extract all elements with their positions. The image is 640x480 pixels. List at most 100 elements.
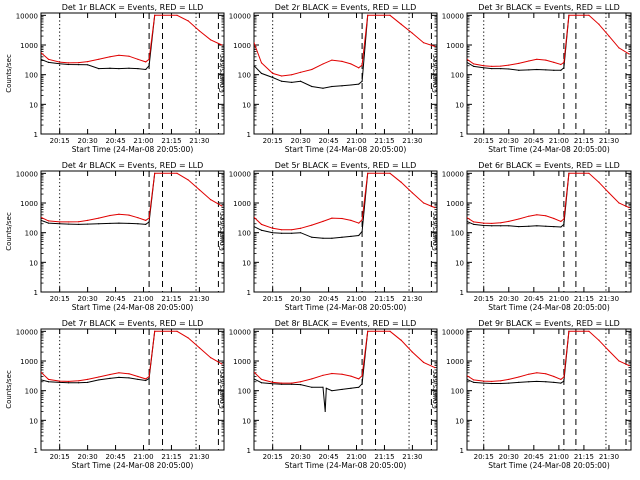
data-point-lld [536,372,538,374]
y-tick-label: 1000 [233,358,251,366]
data-point-events [254,65,255,67]
series-group [467,14,630,71]
data-point-lld [568,14,570,16]
y-axis-label: Counts/sec [431,54,439,93]
data-point-lld [389,330,391,332]
data-point-lld [618,202,620,204]
panel-title: Det 5r BLACK = Events, RED = LLD [275,161,417,170]
x-tick-label: 21:15 [574,295,594,303]
data-point-lld [311,224,313,226]
y-tick-label: 100 [451,388,464,396]
data-point-events [500,382,502,385]
data-point-events [59,63,61,65]
data-point-events [272,383,274,385]
series-group [41,14,223,71]
data-point-lld [483,380,485,382]
data-point-events [518,381,520,384]
data-point-events [500,68,502,70]
data-point-lld [87,378,89,380]
data-point-events [508,225,510,227]
panel-title: Det 6r BLACK = Events, RED = LLD [478,161,620,170]
data-point-events [536,380,538,383]
data-point-lld [400,181,402,183]
data-point-events [300,80,302,82]
data-point-lld [221,44,223,46]
x-tick-label: 20:30 [499,295,519,303]
data-point-lld [473,379,475,381]
x-tick-label: 21:15 [374,453,394,461]
data-point-events [341,85,343,87]
series-lld [254,172,435,231]
data-point-lld [331,217,333,219]
panel-title: Det 4r BLACK = Events, RED = LLD [62,161,204,170]
data-point-lld [500,222,502,224]
x-tick-label: 20:30 [291,453,311,461]
data-point-lld [118,372,120,374]
plot-frame [466,12,632,135]
data-point-lld [209,39,212,41]
data-point-events [361,230,363,233]
x-tick-label: 21:15 [161,137,181,145]
data-point-events [148,221,150,223]
x-tick-label: 20:45 [105,295,125,303]
data-point-events [78,223,80,226]
data-point-events [109,377,111,379]
series-lld [254,330,436,384]
y-tick-label: 100 [238,72,251,80]
data-point-lld [87,219,89,221]
x-tick-label: 21:15 [574,453,594,461]
data-point-lld [109,214,111,217]
x-tick-label: 21:00 [346,295,366,303]
data-point-lld [128,373,130,375]
data-point-lld [187,337,189,339]
data-point-events [325,387,327,389]
data-point-events [145,223,147,226]
y-tick-label: 100 [25,388,38,396]
x-tick-label: 21:30 [402,453,422,461]
data-point-lld [588,330,590,332]
y-tick-label: 10000 [442,170,464,178]
data-point-lld [41,371,42,373]
data-point-lld [41,216,42,218]
data-point-lld [528,373,530,375]
detector-panel: Det 4r BLACK = Events, RED = LLD 1 10 100 10… [5,161,225,312]
data-point-lld [598,181,600,183]
data-point-lld [358,378,360,380]
x-tick-label: 20:30 [291,137,311,145]
data-point-lld [560,63,562,66]
data-point-events [118,222,120,224]
data-point-lld [281,382,283,384]
data-point-events [87,64,89,66]
data-point-events [500,225,502,227]
data-point-events [350,84,352,86]
x-tick-label: 21:00 [133,295,153,303]
series-events [41,15,156,71]
data-point-lld [137,375,139,378]
detector-panel: Det 5r BLACK = Events, RED = LLD 1 10 100 10… [218,161,438,312]
x-tick-label: 20:30 [499,453,519,461]
y-tick-label: 1000 [20,200,38,208]
data-point-lld [137,58,139,60]
data-point-lld [588,172,590,174]
data-point-lld [322,220,324,222]
data-point-lld [47,58,50,60]
data-point-lld [367,14,369,16]
x-tick-label: 20:45 [318,295,338,303]
series-lld [467,172,630,224]
data-point-events [41,379,42,381]
series-group [467,330,630,385]
data-point-lld [358,67,360,69]
series-events [467,331,570,384]
data-point-lld [78,221,80,223]
data-point-lld [260,378,263,380]
y-tick-label: 10 [242,417,251,425]
data-point-events [281,383,283,385]
x-tick-label: 20:15 [263,295,283,303]
data-point-lld [467,375,468,377]
data-point-lld [187,179,189,181]
data-point-lld [568,330,570,332]
data-point-events [358,386,360,388]
data-point-lld [291,229,293,231]
data-point-lld [145,378,147,380]
series-group [467,172,630,228]
